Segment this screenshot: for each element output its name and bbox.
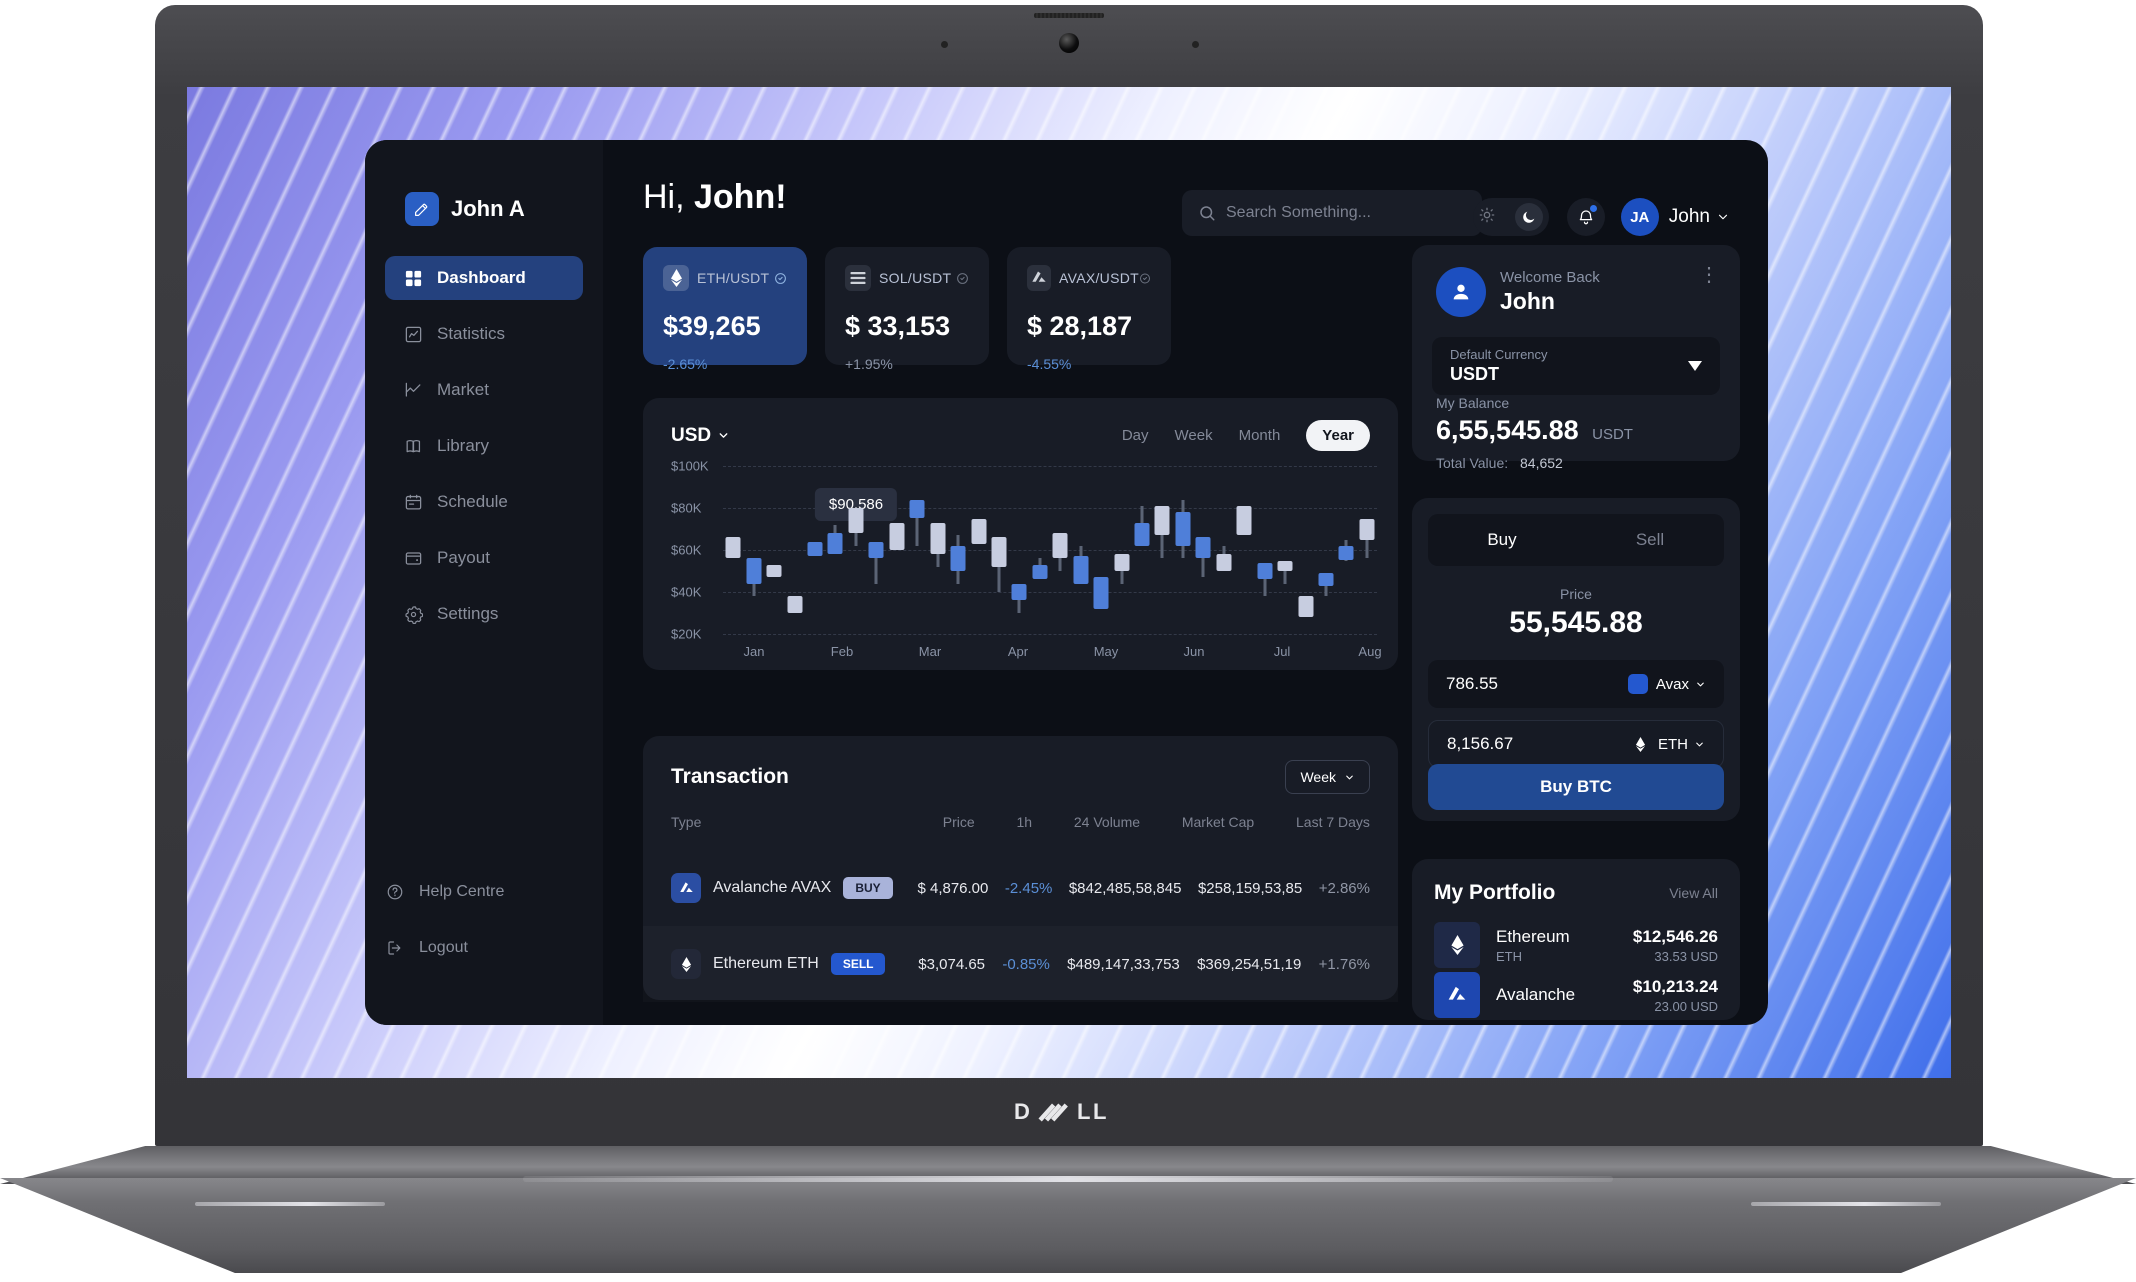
svg-text:D: D <box>1014 1099 1032 1124</box>
svg-text:LL: LL <box>1077 1099 1109 1124</box>
